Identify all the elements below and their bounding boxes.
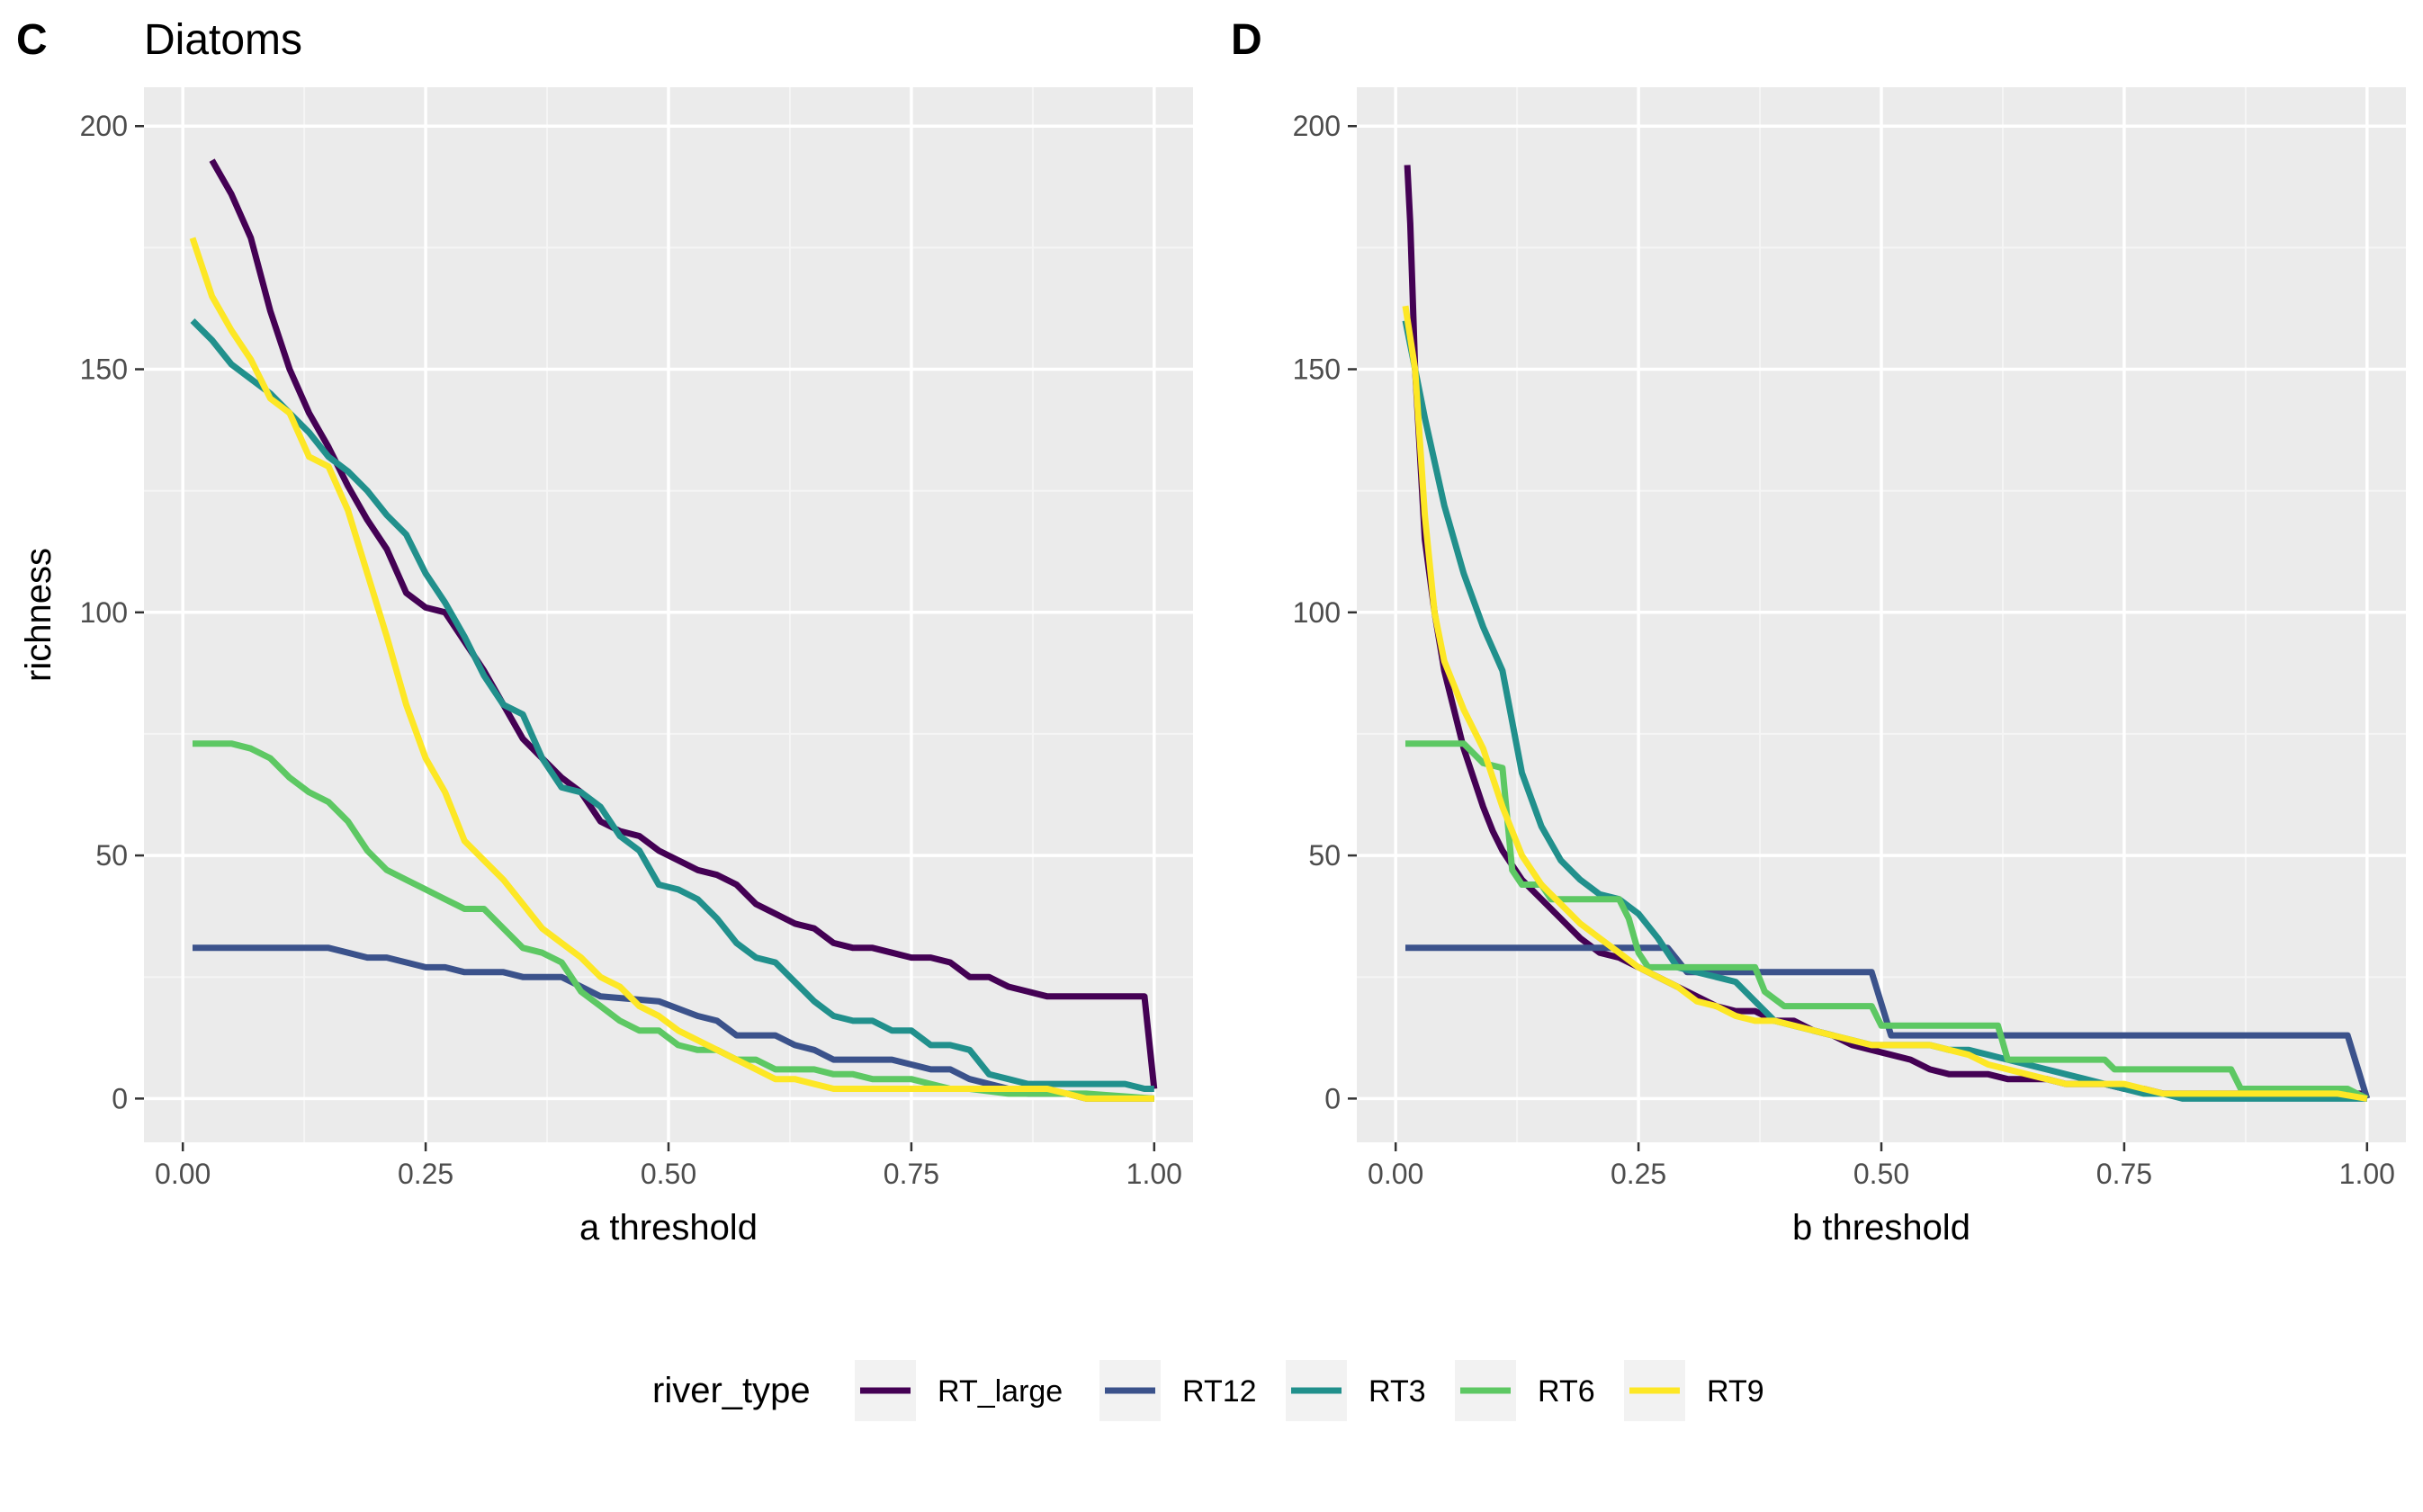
legend-item-rt9: RT9 bbox=[1624, 1360, 1764, 1421]
x-tick-label: 0.50 bbox=[641, 1158, 696, 1190]
panel-title: Diatoms bbox=[144, 16, 302, 64]
x-tick-label: 0.75 bbox=[884, 1158, 939, 1190]
y-tick-label: 200 bbox=[80, 110, 128, 142]
series-line-rt3 bbox=[190, 318, 1154, 1092]
legend-label: RT3 bbox=[1369, 1374, 1426, 1409]
panel-c: C Diatoms 0.00 0.25 0.50 0.75 1.00 0 50 100 150 2… bbox=[16, 16, 1193, 1248]
series-line-rt9 bbox=[189, 237, 1154, 1102]
legend-label: RT6 bbox=[1538, 1374, 1595, 1409]
series-line-rt9 bbox=[1402, 305, 2368, 1102]
legend: river_type RT_large RT12 RT3 RT6 RT9 bbox=[652, 1360, 1764, 1421]
y-axis-title-c: richness bbox=[19, 548, 58, 682]
series-line-rt6 bbox=[1405, 740, 2369, 1102]
axes-c: 0.00 0.25 0.50 0.75 1.00 0 50 100 150 200 bbox=[80, 110, 1182, 1190]
legend-title: river_type bbox=[652, 1371, 811, 1410]
y-tick-label: 50 bbox=[95, 839, 128, 872]
panel-tag-d: D bbox=[1231, 16, 1262, 64]
legend-item-rt12: RT12 bbox=[1099, 1360, 1257, 1421]
panel-d: D 0.00 0.25 0.50 0.75 1.00 0 50 100 150 200 b thr… bbox=[1231, 16, 2406, 1248]
y-tick-label: 150 bbox=[80, 353, 128, 386]
x-tick-label: 0.25 bbox=[1611, 1158, 1666, 1190]
x-tick-label: 0.25 bbox=[398, 1158, 453, 1190]
x-tick-label: 0.50 bbox=[1853, 1158, 1909, 1190]
series-line-rt12 bbox=[193, 944, 1154, 1102]
series-line-rt-large bbox=[209, 158, 1158, 1089]
legend-item-rt-large: RT_large bbox=[855, 1360, 1063, 1421]
series-lines-d bbox=[1402, 165, 2371, 1102]
axes-d: 0.00 0.25 0.50 0.75 1.00 0 50 100 150 200 bbox=[1293, 110, 2395, 1190]
y-tick-label: 100 bbox=[1293, 596, 1341, 629]
y-tick-label: 0 bbox=[1324, 1082, 1341, 1114]
legend-item-rt6: RT6 bbox=[1455, 1360, 1595, 1421]
x-tick-label: 0.00 bbox=[1368, 1158, 1423, 1190]
x-tick-label: 1.00 bbox=[2339, 1158, 2395, 1190]
x-tick-label: 1.00 bbox=[1126, 1158, 1182, 1190]
gridlines-d bbox=[1357, 87, 2406, 1142]
y-tick-label: 100 bbox=[80, 596, 128, 629]
legend-label: RT_large bbox=[938, 1374, 1063, 1409]
y-tick-label: 50 bbox=[1308, 839, 1341, 872]
panel-tag-c: C bbox=[16, 16, 48, 64]
y-tick-label: 0 bbox=[112, 1082, 128, 1114]
series-lines-c bbox=[189, 158, 1158, 1102]
legend-label: RT9 bbox=[1707, 1374, 1764, 1409]
x-tick-label: 0.75 bbox=[2096, 1158, 2152, 1190]
legend-item-rt3: RT3 bbox=[1286, 1360, 1426, 1421]
legend-label: RT12 bbox=[1182, 1374, 1257, 1409]
series-line-rt6 bbox=[193, 740, 1155, 1102]
x-axis-title-d: b threshold bbox=[1792, 1208, 1970, 1248]
y-tick-label: 200 bbox=[1293, 110, 1341, 142]
y-tick-label: 150 bbox=[1293, 353, 1341, 386]
x-axis-title-c: a threshold bbox=[579, 1208, 758, 1248]
x-tick-label: 0.00 bbox=[155, 1158, 211, 1190]
